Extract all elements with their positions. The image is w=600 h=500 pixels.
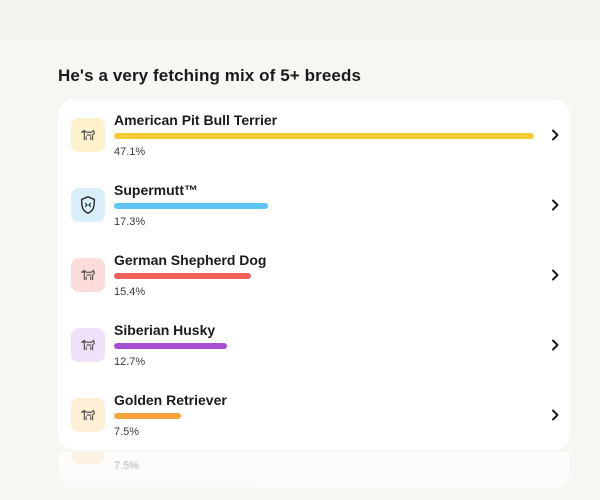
breed-percent-bar — [114, 343, 536, 349]
breed-name: Siberian Husky — [114, 322, 216, 338]
breed-row[interactable]: German Shepherd Dog 15.4% — [58, 240, 570, 310]
breed-percent-label: 47.1% — [114, 146, 146, 158]
faded-breed-icon — [72, 452, 104, 464]
breed-percent-bar-fill — [114, 343, 227, 349]
german-shepherd-icon — [71, 258, 105, 292]
supermutt-shield-icon — [71, 188, 105, 222]
breed-percent-label: 7.5% — [114, 426, 140, 438]
breed-percent-bar — [114, 203, 536, 209]
breed-percent-bar — [114, 273, 536, 279]
breed-percent-label: 15.4% — [114, 286, 146, 298]
top-bar — [0, 0, 600, 40]
breed-percent-bar-fill — [114, 273, 251, 279]
chevron-right-icon[interactable] — [548, 198, 562, 212]
breed-row[interactable]: Golden Retriever 7.5% — [58, 380, 570, 450]
breed-percent-label: 12.7% — [114, 356, 146, 368]
breed-name: American Pit Bull Terrier — [114, 112, 278, 128]
breed-row[interactable]: Siberian Husky 12.7% — [58, 310, 570, 380]
husky-icon — [71, 328, 105, 362]
faded-percent-label: 7.5% — [114, 460, 140, 472]
breed-name: German Shepherd Dog — [114, 252, 267, 268]
breed-percent-bar-fill — [114, 203, 268, 209]
breed-name: Supermutt™ — [114, 182, 198, 198]
chevron-right-icon[interactable] — [548, 128, 562, 142]
breed-row[interactable]: American Pit Bull Terrier 47.1% — [58, 100, 570, 170]
breed-percent-bar — [114, 133, 536, 139]
breed-row[interactable]: Supermutt™ 17.3% — [58, 170, 570, 240]
breed-percent-label: 17.3% — [114, 216, 146, 228]
chevron-right-icon[interactable] — [548, 408, 562, 422]
breed-percent-bar-fill — [114, 133, 534, 139]
breed-name: Golden Retriever — [114, 392, 227, 408]
faded-duplicate-card: 7.5% — [58, 452, 570, 488]
breed-mix-heading: He's a very fetching mix of 5+ breeds — [58, 66, 362, 85]
breed-percent-bar — [114, 413, 536, 419]
chevron-right-icon[interactable] — [548, 338, 562, 352]
breed-list-card: American Pit Bull Terrier 47.1% Supermutt™… — [58, 100, 570, 450]
pitbull-icon — [71, 118, 105, 152]
chevron-right-icon[interactable] — [548, 268, 562, 282]
breed-percent-bar-fill — [114, 413, 181, 419]
golden-retriever-icon — [71, 398, 105, 432]
faded-previous-heading — [58, 34, 328, 48]
